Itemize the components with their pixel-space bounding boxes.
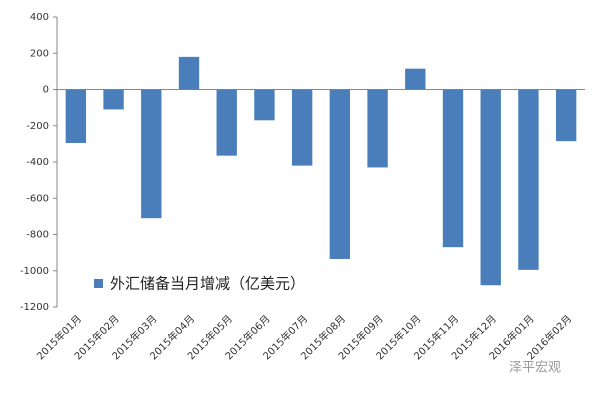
y-tick-label: 0 [43,85,49,96]
bar [518,89,539,270]
bar [367,89,388,168]
bar [291,89,313,166]
watermark: 泽平宏观 [509,361,561,376]
bar [405,68,426,90]
bar [103,89,124,110]
y-tick-label: -200 [26,121,49,132]
bar [329,89,351,259]
bar [65,89,87,143]
legend-swatch [94,279,103,288]
y-tick-label: -1200 [20,302,49,313]
bar [254,89,275,121]
y-tick-label: -400 [26,157,49,168]
bar [480,89,501,286]
bar [442,89,464,248]
bar [141,89,162,219]
bar [216,89,237,156]
y-tick-label: 200 [30,48,49,59]
y-tick-label: -800 [26,230,49,241]
y-tick-label: -600 [26,193,49,204]
legend-label: 外汇储备当月增减（亿美元） [110,275,305,293]
y-tick-label: 400 [30,12,49,23]
y-tick-label: -1000 [20,266,49,277]
bar [555,89,577,142]
bar [178,56,200,90]
